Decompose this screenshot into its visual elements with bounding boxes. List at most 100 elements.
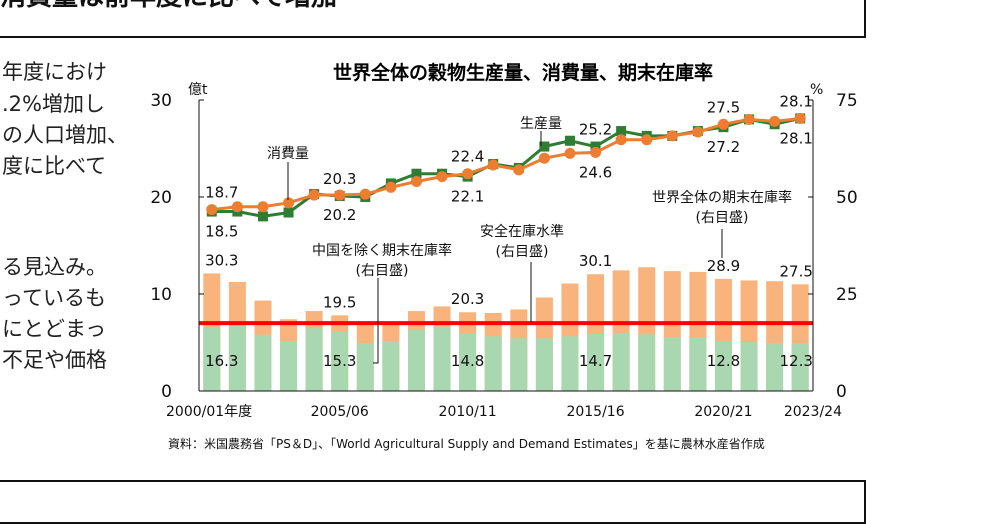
right-axis-tick-label: 0 xyxy=(836,382,847,402)
consumption-marker xyxy=(462,168,474,180)
x-axis-tick-label: 2000/01年度 xyxy=(166,404,252,420)
consumption-marker xyxy=(257,201,269,213)
production-marker xyxy=(590,141,601,152)
consumption-marker xyxy=(666,130,678,142)
right-axis-unit: % xyxy=(810,82,823,98)
data-label: 14.8 xyxy=(451,352,484,370)
consumption-marker xyxy=(385,181,397,193)
consumption-marker xyxy=(794,112,806,124)
data-label: 22.4 xyxy=(451,148,484,166)
data-label: 27.2 xyxy=(707,138,740,156)
china-excluded-stock-ratio-bar xyxy=(535,338,553,391)
data-label: 28.9 xyxy=(707,257,740,275)
china-excluded-stock-ratio-bar xyxy=(203,327,221,391)
consumption-marker xyxy=(615,134,627,146)
world-ratio-annotation: 世界全体の期末在庫率 xyxy=(652,189,792,206)
x-axis-tick-label: 2023/24 xyxy=(784,404,842,420)
consumption-marker xyxy=(436,171,448,183)
china-excluded-stock-ratio-bar xyxy=(459,333,477,391)
body-text-line: .2%増加し xyxy=(2,92,105,116)
china-excluded-stock-ratio-bar xyxy=(433,326,451,391)
china-excluded-stock-ratio-bar xyxy=(484,336,502,391)
body-text-line: っているも xyxy=(2,286,106,310)
consumption-marker xyxy=(717,118,729,130)
china-excluded-stock-ratio-bar xyxy=(331,331,349,391)
data-label: 12.3 xyxy=(780,352,813,370)
china-excluded-stock-ratio-bar xyxy=(612,332,630,391)
body-text-line: 度に比べて xyxy=(2,154,107,178)
data-label: 24.6 xyxy=(579,163,612,181)
data-label: 30.3 xyxy=(205,251,238,269)
section-title: 消費量は前年度に比べて増加 xyxy=(0,0,337,13)
china-excluded-stock-ratio-bar xyxy=(280,341,298,391)
consumption-annotation: 消費量 xyxy=(267,146,309,162)
x-axis-tick-label: 2010/11 xyxy=(439,404,497,420)
consumption-marker xyxy=(410,175,422,187)
production-marker xyxy=(411,168,422,179)
data-label: 27.5 xyxy=(707,98,740,116)
consumption-marker xyxy=(487,159,499,171)
production-marker xyxy=(616,126,627,137)
china-excluded-stock-ratio-bar xyxy=(791,343,809,391)
x-axis-tick-label: 2015/16 xyxy=(566,404,624,420)
consumption-marker xyxy=(743,113,755,125)
data-label: 14.7 xyxy=(579,352,612,370)
china-excluded-stock-ratio-bar xyxy=(254,334,272,391)
production-annotation: 生産量 xyxy=(520,116,562,132)
china-ratio-annotation: 中国を除く期末在庫率 xyxy=(312,242,452,259)
source-note: 資料：米国農務省「PS＆D」、「World Agricultural Suppl… xyxy=(168,436,765,451)
china-excluded-stock-ratio-bar xyxy=(587,333,605,391)
consumption-marker xyxy=(359,188,371,200)
consumption-marker xyxy=(513,164,525,176)
chart-title: 世界全体の穀物生産量、消費量、期末在庫率 xyxy=(333,61,713,84)
production-marker xyxy=(539,141,550,152)
china-ratio-leader-line xyxy=(373,278,379,364)
data-label: 20.3 xyxy=(451,290,484,308)
consumption-marker xyxy=(206,204,218,216)
data-label: 16.3 xyxy=(205,352,238,370)
china-excluded-stock-ratio-bar xyxy=(638,334,656,391)
left-axis-tick-label: 10 xyxy=(150,285,172,305)
china-excluded-stock-ratio-bar xyxy=(510,338,528,391)
consumption-marker xyxy=(692,126,704,138)
consumption-marker xyxy=(641,134,653,146)
left-axis-tick-label: 30 xyxy=(150,91,172,111)
production-marker xyxy=(257,211,268,222)
consumption-marker xyxy=(308,189,320,201)
consumption-marker xyxy=(564,147,576,159)
consumption-marker xyxy=(538,152,550,164)
china-excluded-stock-ratio-bar xyxy=(766,342,784,391)
china-excluded-stock-ratio-bar xyxy=(305,328,323,391)
right-axis-tick-label: 25 xyxy=(836,285,858,305)
data-label: 19.5 xyxy=(323,293,356,311)
data-label: 18.5 xyxy=(205,223,238,241)
data-label: 15.3 xyxy=(323,352,356,370)
data-label: 25.2 xyxy=(579,121,612,139)
grain-chart: 世界全体の穀物生産量、消費量、期末在庫率 億t % 0 10 20 30 0 25 50 75… xyxy=(150,61,858,451)
data-label: 20.3 xyxy=(323,170,356,188)
right-axis-tick-label: 75 xyxy=(836,91,858,111)
china-excluded-stock-ratio-bar xyxy=(561,336,579,391)
china-excluded-stock-ratio-bar xyxy=(407,329,425,391)
body-text-line: る見込み。 xyxy=(2,255,107,279)
consumption-marker xyxy=(590,146,602,158)
china-excluded-stock-ratio-bar xyxy=(663,337,681,391)
data-label: 30.1 xyxy=(579,252,612,270)
data-label: 22.1 xyxy=(451,188,484,206)
consumption-marker xyxy=(769,115,781,127)
production-marker xyxy=(283,207,294,218)
china-excluded-stock-ratio-bar xyxy=(714,341,732,391)
left-axis-unit: 億t xyxy=(188,82,208,98)
x-axis-tick-label: 2020/21 xyxy=(694,404,752,420)
data-label: 28.1 xyxy=(780,92,813,110)
data-label: 20.2 xyxy=(323,206,356,224)
production-marker xyxy=(564,135,575,146)
data-label: 27.5 xyxy=(780,262,813,280)
left-axis-tick-label: 0 xyxy=(161,382,172,402)
china-ratio-axis-note: (右目盛) xyxy=(356,263,409,279)
body-text-line: の人口増加、 xyxy=(2,123,128,147)
left-axis-tick-label: 20 xyxy=(150,188,172,208)
consumption-marker xyxy=(334,189,346,201)
china-excluded-stock-ratio-bar xyxy=(740,342,758,391)
right-axis-tick-label: 50 xyxy=(836,188,858,208)
